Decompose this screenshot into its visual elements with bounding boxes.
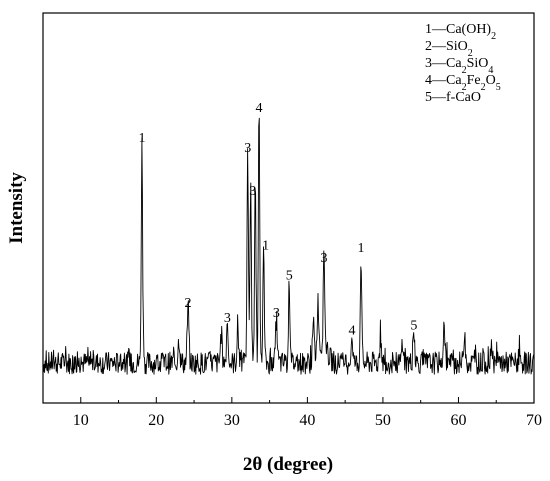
peak-label-4: 3 [249,184,256,199]
x-axis-title: 2θ (degree) [243,454,333,475]
peak-label-11: 1 [358,241,365,256]
y-axis-title: Intensity [6,172,27,244]
peak-label-0: 1 [138,131,145,146]
peak-label-1: 2 [185,296,192,311]
xrd-series-line [42,117,535,375]
x-axis-ticks [42,397,535,403]
peak-label-10: 4 [348,324,355,339]
legend-entry-5: 5—f-CaO [425,90,481,105]
x-tick-label-50: 50 [375,412,391,429]
legend-entry-1: 1—Ca(OH)2 [425,22,496,42]
legend: 1—Ca(OH)22—SiO23—Ca2SiO44—Ca2Fe2O55—f-Ca… [425,22,501,105]
plot-frame [42,12,535,404]
peak-label-9: 3 [321,251,328,266]
peak-labels: 1 2 3 3 3 4 1 3 5 3 4 1 5 [138,101,417,339]
peak-label-12: 5 [410,319,417,334]
x-axis-tick-labels: 10 20 30 40 50 60 70 [73,412,542,429]
peak-label-7: 3 [273,306,280,321]
peak-label-8: 5 [286,269,293,284]
x-tick-label-30: 30 [224,412,240,429]
legend-entry-3: 3—Ca2SiO4 [425,56,493,76]
peak-label-6: 1 [262,239,269,254]
legend-entry-2: 2—SiO2 [425,39,473,59]
x-tick-label-70: 70 [526,412,542,429]
peak-label-2: 3 [224,311,231,326]
x-tick-label-40: 40 [299,412,315,429]
x-tick-label-20: 20 [148,412,164,429]
plot-area-border [42,12,535,404]
peak-label-3: 3 [244,141,251,156]
x-tick-label-60: 60 [450,412,466,429]
peak-label-5: 4 [256,101,263,116]
legend-entry-4: 4—Ca2Fe2O5 [425,73,501,93]
x-tick-label-10: 10 [73,412,89,429]
